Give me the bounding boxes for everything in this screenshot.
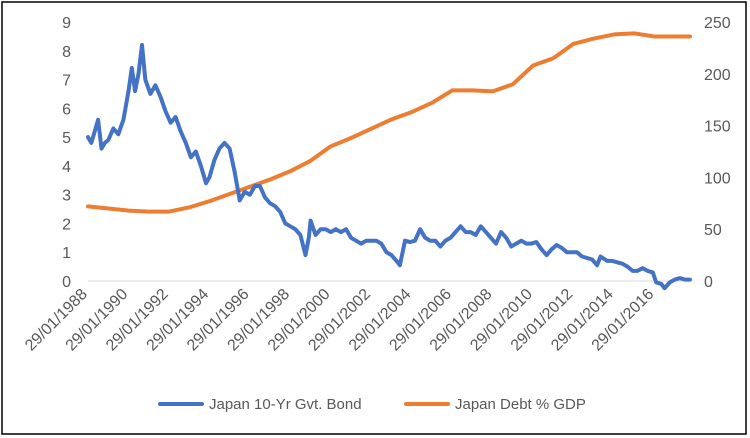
series-line-bond-yield [86, 43, 692, 291]
y-axis-right: 0 50 100 150 200 250 [704, 15, 731, 291]
y-left-tick-label: 2 [62, 216, 71, 233]
y-left-tick-label: 6 [62, 101, 71, 118]
y-right-tick-label: 150 [704, 119, 731, 136]
y-left-tick-label: 7 [62, 73, 71, 90]
y-left-tick-label: 3 [62, 188, 71, 205]
y-left-tick-label: 9 [62, 15, 71, 32]
y-right-tick-label: 100 [704, 170, 731, 187]
series-line-debt-gdp [86, 31, 692, 214]
legend-label: Japan Debt % GDP [455, 396, 586, 413]
y-left-tick-label: 0 [62, 274, 71, 291]
legend-label: Japan 10-Yr Gvt. Bond [209, 396, 362, 413]
series-layer [86, 31, 692, 291]
y-right-tick-label: 250 [704, 15, 731, 32]
y-right-tick-label: 200 [704, 67, 731, 84]
y-left-tick-label: 1 [62, 245, 71, 262]
y-axis-left: 0 1 2 3 4 5 6 7 8 9 [62, 15, 71, 291]
y-left-tick-label: 8 [62, 44, 71, 61]
y-left-tick-label: 5 [62, 130, 71, 147]
y-right-tick-label: 0 [704, 274, 713, 291]
y-left-tick-label: 4 [62, 159, 71, 176]
legend: Japan 10-Yr Gvt. Bond Japan Debt % GDP [158, 396, 586, 413]
y-right-tick-label: 50 [704, 222, 722, 239]
